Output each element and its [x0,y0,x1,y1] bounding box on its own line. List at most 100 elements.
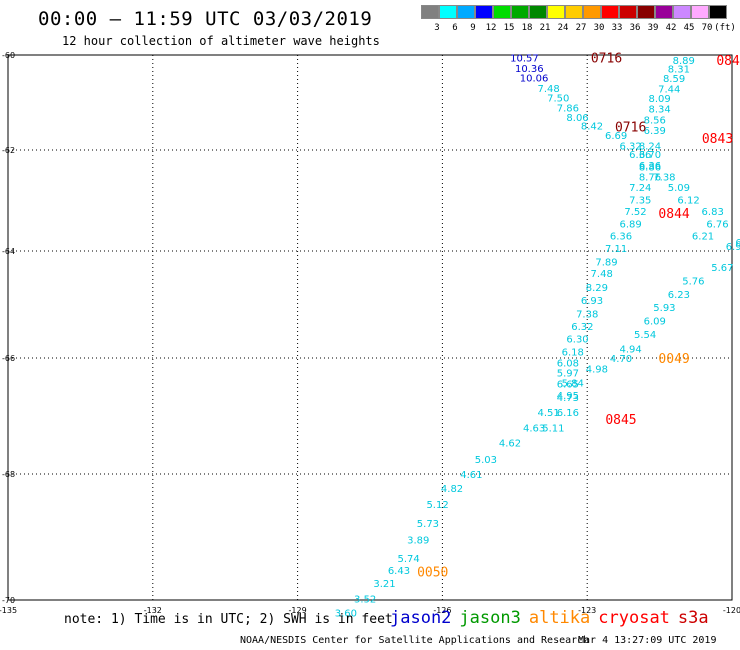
wave-height-label: 6.16 [557,408,579,419]
wave-height-label: 6.30 [566,335,588,346]
wave-height-label: 4.70 [610,354,632,365]
lon-tick-label: -123 [578,606,596,615]
wave-height-label: 6.93 [581,296,603,307]
wave-height-label: 7.35 [629,195,651,206]
wave-height-label: 7.38 [576,310,598,321]
lat-tick-label: -70 [2,596,15,605]
color-swatch [529,5,547,19]
wave-height-label: 3.21 [373,579,395,590]
wave-height-label: 6.70 [639,150,661,161]
wave-height-label: 8.76 [639,172,661,183]
lon-tick-label: -126 [433,606,451,615]
color-swatch-label: 30 [593,23,605,33]
footnote: note: 1) Time is in UTC; 2) SWH is in fe… [64,612,393,627]
wave-height-label: 6.12 [677,195,699,206]
color-swatch-label: 70 [701,23,713,33]
credit-line: NOAA/NESDIS Center for Satellite Applica… [240,635,590,646]
satellite-jason2: jason2 [390,608,452,628]
wave-height-label: 6.83 [702,207,724,218]
wave-height-label: 6.39 [644,126,666,137]
wave-height-label: 5.03 [475,455,497,466]
color-swatch [547,5,565,19]
wave-height-label: 7.48 [591,269,613,280]
color-swatch [421,5,439,19]
wave-height-label: 4.95 [557,391,579,402]
pass-time-label: 0716 [615,120,646,135]
color-swatch [619,5,637,19]
wave-height-label: 7.86 [557,103,579,114]
generated-timestamp: Mar 4 13:27:09 UTC 2019 [578,635,717,646]
wave-height-label: 5.73 [417,519,439,530]
wave-height-label: 6.36 [610,231,632,242]
satellite-jason3: jason3 [459,608,521,628]
wave-height-label: 4.63 [523,424,545,435]
wave-height-label: 8.31 [668,64,690,75]
color-swatch [475,5,493,19]
wave-height-label: 8.56 [644,116,666,127]
wave-height-label: 7.50 [547,93,569,104]
lat-tick-label: -66 [2,354,15,363]
wave-height-label: 4.51 [537,408,559,419]
pass-time-label: 0716 [591,51,622,66]
wave-height-label: 5.74 [397,554,419,565]
color-swatch-label: 39 [647,23,659,33]
wave-height-label: 5.97 [557,369,579,380]
wave-height-label: 4.62 [499,439,521,450]
wave-height-label: 5.93 [653,303,675,314]
satellite-legend: jason2 jason3 altika cryosat s3a [390,608,717,628]
wave-height-label: 6.43 [388,566,410,577]
color-swatch-label: 3 [434,23,440,33]
lon-tick-label: -120 [723,606,740,615]
wave-height-label: 7.48 [537,84,559,95]
color-swatch [637,5,655,19]
color-swatch [673,5,691,19]
wave-height-label: 3.89 [407,536,429,547]
wave-height-label: 10.57 [510,53,539,64]
wave-height-label: 6.65 [557,380,579,391]
observation-labels: 10.5710.3610.067.487.507.868.068.426.696… [335,53,740,619]
pass-time-label: 0050 [417,566,448,581]
wave-height-label: 7.52 [624,207,646,218]
wave-height-label: 4.61 [460,470,482,481]
wave-height-label: 6.18 [562,348,584,359]
lat-tick-label: -68 [2,470,15,479]
color-swatch [601,5,619,19]
wave-height-label: 6.90 [726,242,740,253]
wave-height-label: 5.54 [634,330,656,341]
wave-height-label: 8.09 [648,94,670,105]
wave-height-label: 5.76 [682,276,704,287]
color-swatch-label: 6 [452,23,458,33]
wave-height-label: 8.59 [663,74,685,85]
pass-time-label: 0843 [716,54,740,69]
wave-height-label: 6.32 [620,141,642,152]
satellite-s3a: s3a [677,608,709,628]
wave-height-label: 4.98 [586,364,608,375]
wave-height-label: 4.82 [441,484,463,495]
page-subtitle: 12 hour collection of altimeter wave hei… [62,34,380,48]
color-swatch-label: 12 [485,23,497,33]
color-swatch-label: 24 [557,23,569,33]
color-swatch [583,5,601,19]
wave-height-label: 5.84 [562,378,584,389]
color-swatch [493,5,511,19]
satellite-cryosat: cryosat [598,608,670,628]
wave-height-label: 8.89 [673,56,695,67]
pass-time-label: 0844 [658,207,689,222]
wave-height-label: 7.38 [653,172,675,183]
color-swatch [439,5,457,19]
color-swatch-label: 27 [575,23,587,33]
color-swatch-label: 36 [629,23,641,33]
map-grid: -60 -62 -64 -66 -68 -70-135 -132 -129 -126 -123 -1… [0,51,740,615]
wave-height-label: 5.67 [711,263,733,274]
wave-height-label: 6.23 [668,290,690,301]
color-swatch [709,5,727,19]
page-title: 00:00 – 11:59 UTC 03/03/2019 [38,8,373,30]
wave-height-label: 6.69 [605,131,627,142]
wave-height-label: 7.11 [605,244,627,255]
color-unit-label: (ft) [714,23,736,33]
lat-tick-label: -60 [2,51,15,60]
color-swatch [691,5,709,19]
wave-height-label: 8.86 [639,163,661,174]
wave-height-label: 6.08 [557,359,579,370]
